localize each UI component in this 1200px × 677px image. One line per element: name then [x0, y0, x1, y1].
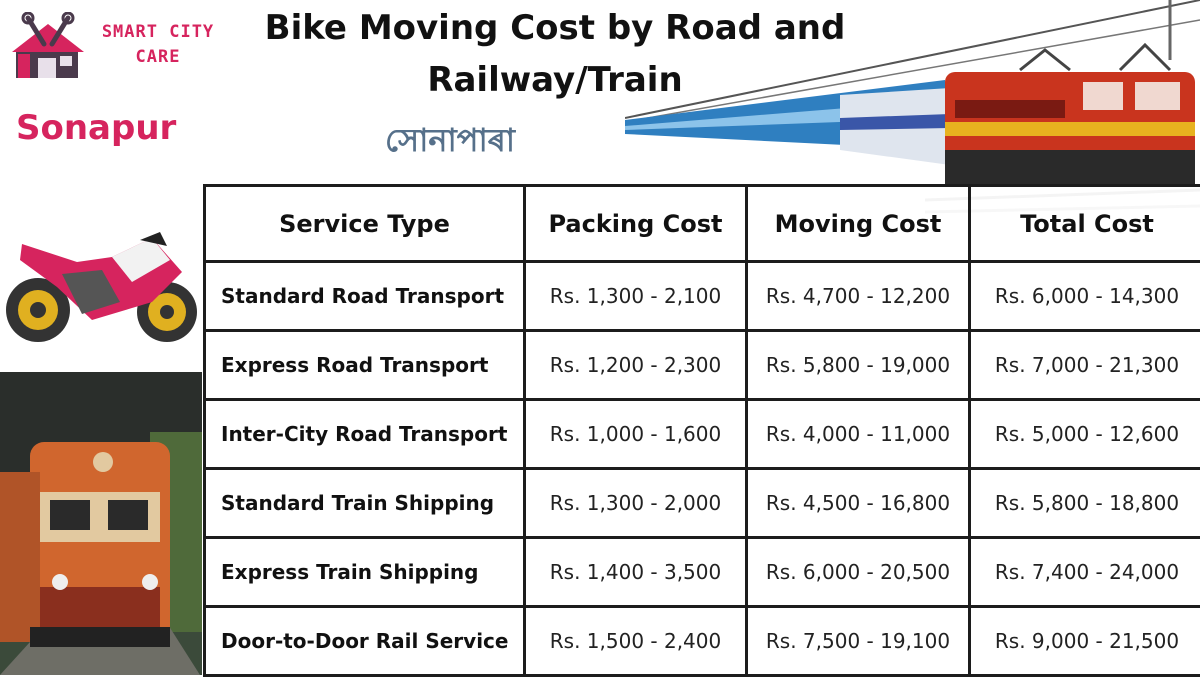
brand-name-line2: CARE: [88, 45, 228, 70]
total-cost-cell: Rs. 6,000 - 14,300: [970, 262, 1200, 331]
total-cost-cell: Rs. 5,800 - 18,800: [970, 469, 1200, 538]
table-row: Standard Road Transport Rs. 1,300 - 2,10…: [205, 262, 1200, 331]
table-row: Express Road Transport Rs. 1,200 - 2,300…: [205, 331, 1200, 400]
moving-cost-cell: Rs. 4,500 - 16,800: [747, 469, 970, 538]
total-cost-cell: Rs. 5,000 - 12,600: [970, 400, 1200, 469]
service-type-cell: Door-to-Door Rail Service: [205, 607, 525, 676]
service-type-cell: Standard Road Transport: [205, 262, 525, 331]
location-name-english: Sonapur: [16, 108, 176, 148]
table-header-row: Service Type Packing Cost Moving Cost To…: [205, 186, 1200, 262]
brand-logo: SMART CITY CARE: [10, 8, 230, 88]
moving-cost-cell: Rs. 7,500 - 19,100: [747, 607, 970, 676]
moving-cost-cell: Rs. 5,800 - 19,000: [747, 331, 970, 400]
header-moving-cost: Moving Cost: [747, 186, 970, 262]
header-total-cost: Total Cost: [970, 186, 1200, 262]
table-row: Inter-City Road Transport Rs. 1,000 - 1,…: [205, 400, 1200, 469]
header-service-type: Service Type: [205, 186, 525, 262]
total-cost-cell: Rs. 7,400 - 24,000: [970, 538, 1200, 607]
service-type-cell: Standard Train Shipping: [205, 469, 525, 538]
motorcycle-icon: [2, 232, 200, 347]
brand-name: SMART CITY CARE: [88, 20, 228, 70]
packing-cost-cell: Rs. 1,000 - 1,600: [525, 400, 747, 469]
table-row: Door-to-Door Rail Service Rs. 1,500 - 2,…: [205, 607, 1200, 676]
brand-name-line1: SMART CITY: [88, 20, 228, 45]
diesel-locomotive-icon: [0, 372, 202, 675]
cost-table: Service Type Packing Cost Moving Cost To…: [203, 184, 1200, 677]
header-packing-cost: Packing Cost: [525, 186, 747, 262]
service-type-cell: Express Road Transport: [205, 331, 525, 400]
packing-cost-cell: Rs. 1,300 - 2,000: [525, 469, 747, 538]
location-name-assamese: সোনাপাৰা: [385, 115, 515, 169]
packing-cost-cell: Rs. 1,500 - 2,400: [525, 607, 747, 676]
service-type-cell: Express Train Shipping: [205, 538, 525, 607]
moving-cost-cell: Rs. 6,000 - 20,500: [747, 538, 970, 607]
house-tools-logo-icon: [10, 12, 86, 84]
packing-cost-cell: Rs. 1,200 - 2,300: [525, 331, 747, 400]
packing-cost-cell: Rs. 1,300 - 2,100: [525, 262, 747, 331]
packing-cost-cell: Rs. 1,400 - 3,500: [525, 538, 747, 607]
total-cost-cell: Rs. 9,000 - 21,500: [970, 607, 1200, 676]
moving-cost-cell: Rs. 4,700 - 12,200: [747, 262, 970, 331]
moving-cost-cell: Rs. 4,000 - 11,000: [747, 400, 970, 469]
total-cost-cell: Rs. 7,000 - 21,300: [970, 331, 1200, 400]
table-row: Standard Train Shipping Rs. 1,300 - 2,00…: [205, 469, 1200, 538]
service-type-cell: Inter-City Road Transport: [205, 400, 525, 469]
table-row: Express Train Shipping Rs. 1,400 - 3,500…: [205, 538, 1200, 607]
